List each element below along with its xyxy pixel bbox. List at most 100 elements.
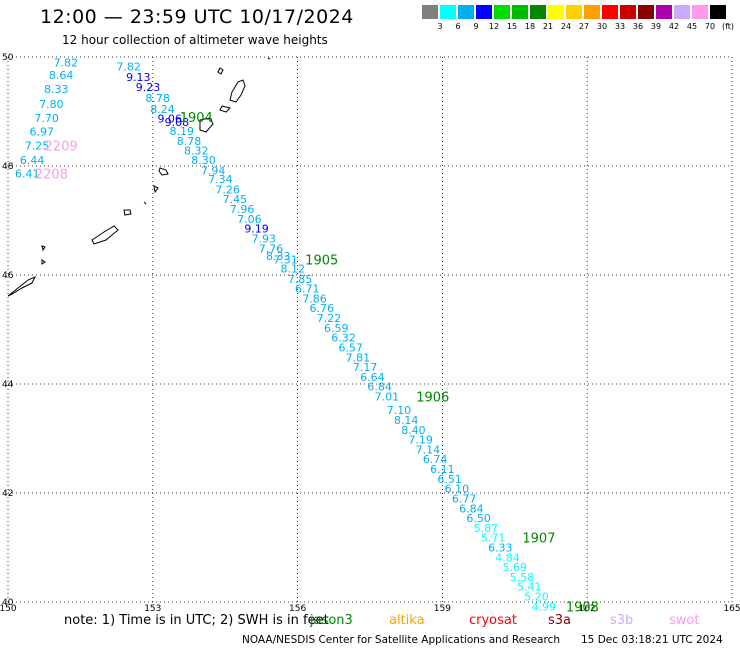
longitude-tick-label: 165 bbox=[723, 604, 740, 612]
wave-height-value: 8.40 bbox=[401, 424, 426, 437]
wave-height-value: 7.93 bbox=[252, 232, 277, 245]
wave-height-value: 7.76 bbox=[259, 242, 284, 255]
coastline-fragment bbox=[143, 201, 147, 205]
wave-height-value: 6.71 bbox=[295, 283, 320, 296]
map-subtitle: 12 hour collection of altimeter wave hei… bbox=[62, 33, 328, 47]
wave-height-value: 8.12 bbox=[281, 262, 306, 275]
wave-height-value: 6.57 bbox=[338, 341, 363, 354]
color-legend-label: 12 bbox=[488, 22, 500, 31]
wave-height-value: 6.33 bbox=[488, 542, 513, 555]
pass-time-label: 1904 bbox=[180, 111, 213, 126]
wave-height-value: 7.45 bbox=[223, 193, 248, 206]
color-swatch bbox=[620, 5, 636, 19]
wave-height-value: 7.82 bbox=[54, 56, 79, 69]
color-legend-label: 9 bbox=[473, 22, 479, 31]
axis-labels: 150 153 156 159 162 165 50 48 46 44 42 40 bbox=[0, 53, 740, 612]
longitude-tick-label: 156 bbox=[289, 604, 306, 612]
color-swatch bbox=[458, 5, 474, 19]
color-swatch bbox=[692, 5, 708, 19]
color-swatch bbox=[494, 5, 510, 19]
island-outline bbox=[123, 209, 132, 216]
wave-height-value: 5.58 bbox=[510, 571, 535, 584]
color-legend-unit: (ft) bbox=[721, 22, 735, 31]
legend-jason3: jason3 bbox=[310, 613, 353, 628]
footer-note: note: 1) Time is in UTC; 2) SWH is in fe… bbox=[0, 613, 740, 631]
wave-height-value: 7.96 bbox=[230, 203, 255, 216]
wave-height-value: 7.25 bbox=[25, 139, 50, 152]
wave-height-value: 7.86 bbox=[302, 292, 327, 305]
color-swatch bbox=[674, 5, 690, 19]
island-outline bbox=[199, 117, 214, 133]
color-swatch bbox=[512, 5, 528, 19]
wave-height-value: 6.59 bbox=[324, 322, 349, 335]
wave-height-value: 8.78 bbox=[177, 135, 202, 148]
wave-height-value: 6.41 bbox=[15, 168, 40, 181]
wave-height-value: 7.81 bbox=[346, 351, 371, 364]
island-outline bbox=[153, 185, 159, 194]
latitude-tick-label: 46 bbox=[2, 271, 14, 281]
island-outline bbox=[229, 79, 246, 103]
color-legend-label: 36 bbox=[632, 22, 644, 31]
wave-height-value: 7.82 bbox=[116, 60, 141, 73]
wave-height-value: 7.22 bbox=[317, 312, 342, 325]
wave-height-value: 5.71 bbox=[481, 532, 506, 545]
pass-time-label: 1905 bbox=[305, 254, 338, 269]
color-swatch bbox=[530, 5, 546, 19]
wave-height-value: 5.20 bbox=[524, 591, 549, 604]
legend-s3a: s3a bbox=[548, 613, 572, 628]
island-outline bbox=[217, 67, 224, 75]
wave-height-value: 6.32 bbox=[331, 332, 356, 345]
color-legend-label: 15 bbox=[506, 22, 518, 31]
wave-height-value: 7.01 bbox=[375, 391, 400, 404]
legend-s3b: s3b bbox=[610, 613, 634, 628]
latitude-tick-label: 50 bbox=[2, 53, 14, 63]
island-outline bbox=[219, 105, 231, 113]
latitude-tick-label: 42 bbox=[2, 489, 13, 499]
wave-height-readings: 7.828.648.337.807.706.977.256.446.417.82… bbox=[15, 56, 556, 612]
longitude-tick-label: 153 bbox=[144, 604, 161, 612]
wave-height-value: 7.26 bbox=[215, 183, 240, 196]
latitude-tick-label: 48 bbox=[2, 162, 14, 172]
wave-height-value: 6.74 bbox=[423, 453, 448, 466]
wave-height-value: 9.13 bbox=[126, 71, 151, 84]
generated-timestamp: 15 Dec 03:18:21 UTC 2024 bbox=[581, 634, 723, 646]
wave-height-value: 7.06 bbox=[237, 213, 262, 226]
color-swatch bbox=[602, 5, 618, 19]
wave-height-value: 6.76 bbox=[309, 302, 334, 315]
credit-text: NOAA/NESDIS Center for Satellite Applica… bbox=[242, 634, 560, 646]
color-legend-label: 33 bbox=[614, 22, 626, 31]
wave-height-value: 5.87 bbox=[474, 522, 499, 535]
island-outline bbox=[41, 259, 46, 265]
wave-height-value: 4.99 bbox=[532, 600, 557, 612]
color-swatch bbox=[548, 5, 564, 19]
color-swatch bbox=[584, 5, 600, 19]
wave-height-value: 7.94 bbox=[201, 164, 226, 177]
wave-height-value: 5.41 bbox=[517, 581, 542, 594]
longitude-tick-label: 162 bbox=[579, 604, 596, 612]
coastline bbox=[7, 57, 271, 297]
wave-height-value: 8.24 bbox=[150, 103, 175, 116]
wave-height-value: 7.14 bbox=[416, 443, 441, 456]
legend-cryosat: cryosat bbox=[469, 613, 517, 628]
pass-time-labels: 1904 2209 2208 1905 1906 1907 1908 bbox=[35, 111, 599, 612]
wave-height-value: 6.97 bbox=[30, 126, 55, 139]
wave-height-value: 6.77 bbox=[452, 492, 477, 505]
pass-time-label: 1908 bbox=[566, 600, 599, 612]
wave-height-value: 6.11 bbox=[430, 463, 455, 476]
wave-height-value: 7.80 bbox=[39, 98, 64, 111]
wave-height-value: 7.85 bbox=[288, 273, 313, 286]
color-swatch bbox=[710, 5, 726, 19]
wave-height-value: 7.10 bbox=[387, 404, 412, 417]
color-legend-label: 70 bbox=[704, 22, 716, 31]
wave-height-value: 9.08 bbox=[165, 116, 190, 129]
wave-height-value: 6.44 bbox=[20, 154, 45, 167]
color-swatch bbox=[440, 5, 456, 19]
color-legend-label: 3 bbox=[437, 22, 443, 31]
wave-height-value: 7.17 bbox=[353, 361, 378, 374]
wave-height-value: 8.33 bbox=[44, 83, 69, 96]
wave-height-value: 8.30 bbox=[191, 154, 216, 167]
wave-height-value: 7.34 bbox=[208, 173, 233, 186]
longitude-tick-label: 150 bbox=[0, 604, 17, 612]
color-legend-label: 42 bbox=[668, 22, 680, 31]
